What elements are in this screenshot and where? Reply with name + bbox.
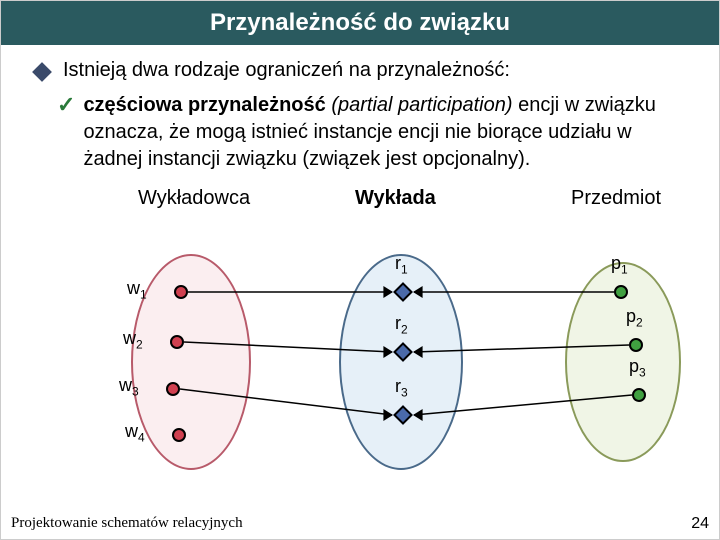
page-number: 24 <box>691 515 709 533</box>
footer-left: Projektowanie schematów relacyjnych <box>11 515 243 533</box>
check-icon: ✓ <box>57 92 75 118</box>
er-diagram: WykładowcaWykładaPrzedmiotw1w2w3w4r1r2r3… <box>31 187 691 442</box>
title-bar: Przynależność do związku <box>1 1 719 45</box>
body-bold: częściowa przynależność <box>83 94 325 116</box>
footer: Projektowanie schematów relacyjnych 24 <box>11 515 709 533</box>
lead-row: Istnieją dwa rodzaje ograniczeń na przyn… <box>31 59 689 82</box>
title-text: Przynależność do związku <box>210 9 510 36</box>
connection-lines <box>31 187 691 482</box>
body-text: częściowa przynależność (partial partici… <box>83 92 689 173</box>
diamond-bullet-icon <box>32 62 52 82</box>
body-italic: (partial participation) <box>331 94 512 116</box>
content: Istnieją dwa rodzaje ograniczeń na przyn… <box>1 45 719 442</box>
body-row: ✓ częściowa przynależność (partial parti… <box>57 92 689 173</box>
lead-text: Istnieją dwa rodzaje ograniczeń na przyn… <box>63 59 510 82</box>
